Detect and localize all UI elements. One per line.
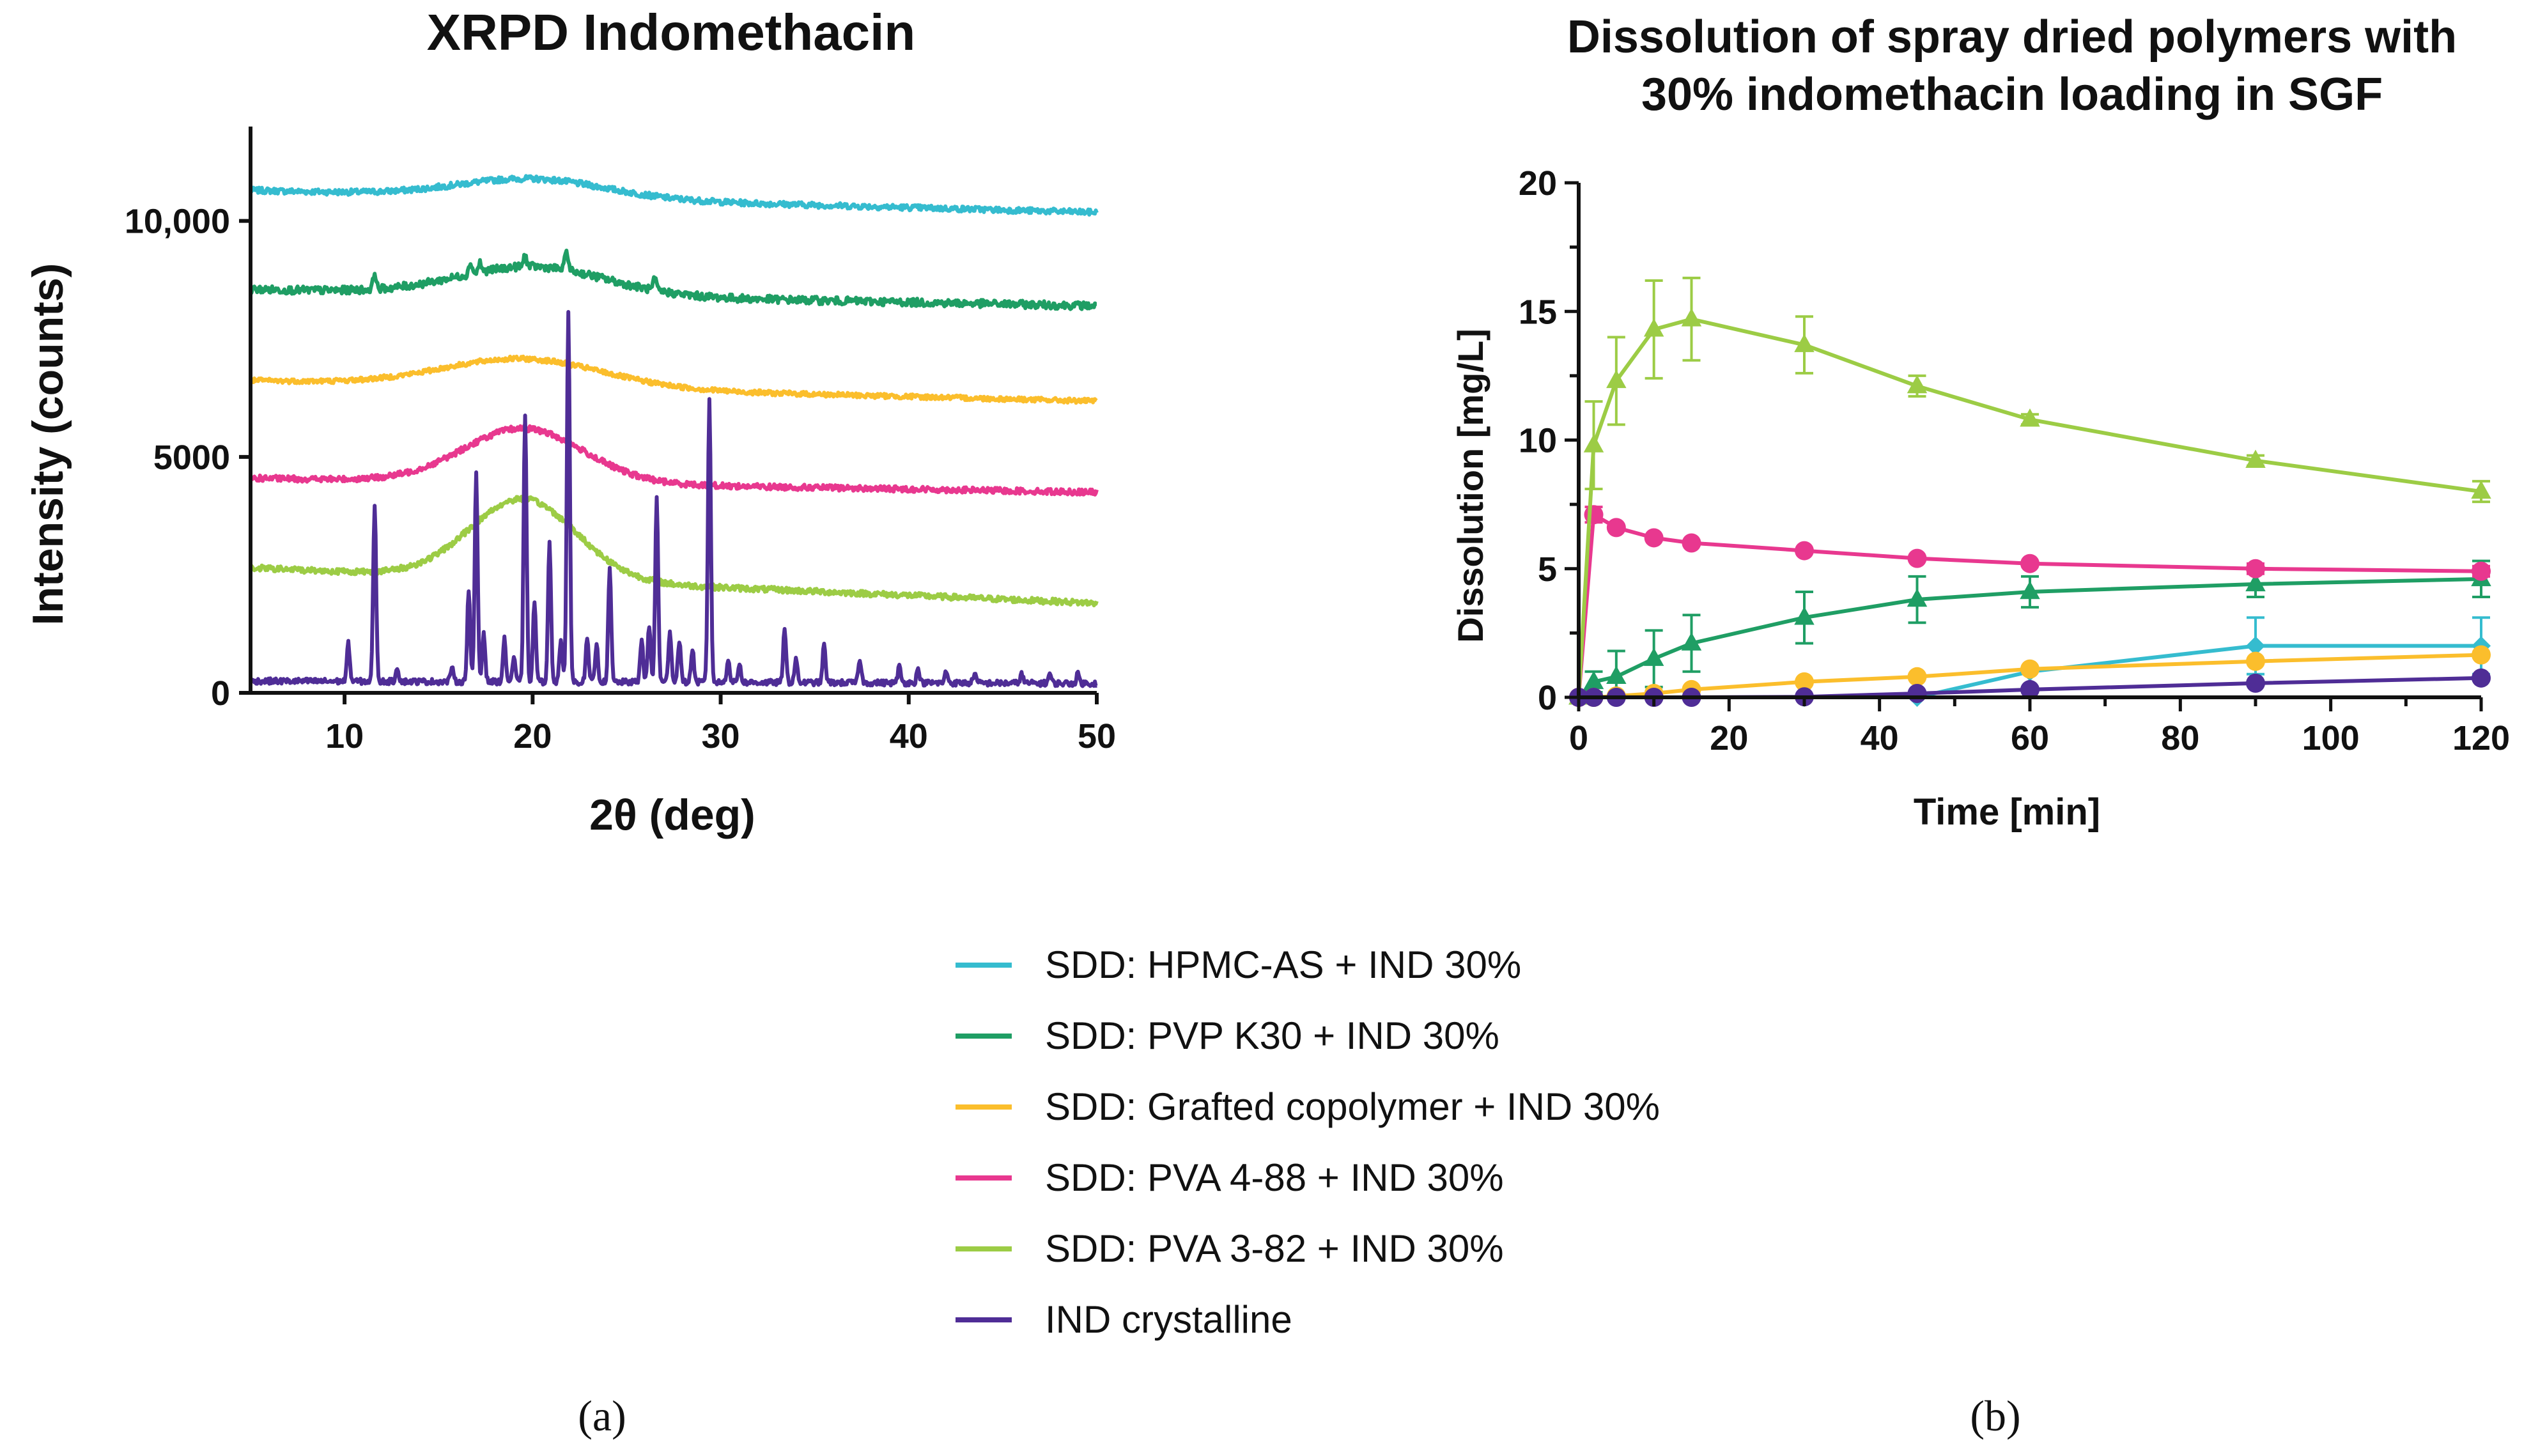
dissolution-x-tick-label: 20: [1710, 719, 1748, 757]
data-point: [1907, 667, 1927, 686]
xrpd-y-axis-label: Intensity (counts): [24, 263, 72, 626]
data-point: [1606, 665, 1627, 685]
dissolution-chart-title-line-1: Dissolution of spray dried polymers with: [1567, 12, 2457, 63]
xrpd-trace-2: [249, 354, 1098, 405]
xrpd-x-tick-label: 20: [513, 717, 552, 755]
xrpd-x-axis-label: 2θ (deg): [589, 791, 755, 839]
legend: SDD: HPMC-AS + IND 30% SDD: PVP K30 + IND…: [956, 943, 1660, 1341]
xrpd-y-tick-label: 10,000: [125, 203, 230, 241]
data-point: [2246, 651, 2265, 671]
data-point: [2246, 673, 2265, 693]
data-point: [1794, 334, 1815, 352]
xrpd-trace-1: [249, 249, 1098, 311]
xrpd-chart: XRPD Indomethacin Intensity (counts) 2θ …: [24, 4, 1116, 1440]
xrpd-trace-0: [249, 174, 1099, 217]
data-point: [2472, 645, 2491, 665]
xrpd-trace-3: [249, 424, 1099, 497]
data-point: [1643, 318, 1664, 337]
data-point: [2246, 636, 2265, 656]
data-point: [1681, 308, 1702, 327]
dissolution-y-tick-label: 15: [1519, 293, 1557, 331]
legend-item: SDD: HPMC-AS + IND 30%: [956, 943, 1521, 986]
dissolution-x-tick-label: 80: [2161, 719, 2199, 757]
dissolution-x-axis-label: Time [min]: [1914, 791, 2100, 833]
legend-item: SDD: PVP K30 + IND 30%: [956, 1014, 1499, 1057]
xrpd-y-tick-label: 0: [211, 674, 230, 713]
data-point: [1907, 683, 1927, 703]
legend-item: SDD: Grafted copolymer + IND 30%: [956, 1085, 1660, 1128]
data-point: [2245, 573, 2266, 592]
xrpd-x-tick-label: 10: [325, 717, 364, 755]
series-line: [1577, 513, 2482, 698]
dissolution-chart: Dissolution of spray dried polymers with…: [1450, 12, 2510, 1440]
data-point: [1583, 434, 1604, 453]
data-point: [1795, 672, 1814, 692]
legend-label: SDD: Grafted copolymer + IND 30%: [1045, 1085, 1660, 1128]
data-point: [1606, 518, 1626, 538]
data-point: [1795, 541, 1814, 561]
dissolution-y-tick-label: 5: [1538, 550, 1557, 589]
data-point: [2245, 449, 2266, 468]
data-point: [1681, 632, 1702, 651]
data-point: [1584, 505, 1604, 525]
data-point: [1907, 588, 1928, 607]
data-point: [2020, 580, 2040, 600]
legend-item: SDD: PVA 4-88 + IND 30%: [956, 1156, 1504, 1199]
dissolution-x-tick-label: 40: [1861, 719, 1899, 757]
xrpd-trace-4: [249, 495, 1099, 608]
data-point: [2020, 554, 2040, 573]
legend-label: IND crystalline: [1045, 1298, 1292, 1341]
data-point: [1794, 606, 1815, 625]
xrpd-x-tick-label: 50: [1078, 717, 1116, 755]
xrpd-x-tick-label: 40: [890, 717, 928, 755]
dissolution-x-tick-label: 0: [1569, 719, 1588, 757]
data-point: [2472, 668, 2491, 688]
data-point: [2020, 659, 2040, 679]
legend-item: SDD: PVA 3-82 + IND 30%: [956, 1227, 1504, 1270]
legend-label: SDD: PVA 3-82 + IND 30%: [1045, 1227, 1504, 1270]
legend-label: SDD: PVA 4-88 + IND 30%: [1045, 1156, 1504, 1199]
data-point: [2246, 559, 2265, 578]
series-line: [1577, 317, 2482, 698]
dissolution-series-4: [1568, 276, 2491, 705]
xrpd-y-tick-label: 5000: [153, 438, 230, 477]
series-line: [1577, 577, 2482, 699]
panel-label-b: (b): [1970, 1391, 2020, 1440]
data-point: [2472, 561, 2491, 581]
dissolution-x-tick-label: 120: [2452, 719, 2510, 757]
dissolution-x-tick-label: 100: [2302, 719, 2360, 757]
dissolution-x-tick-label: 60: [2011, 719, 2049, 757]
legend-label: SDD: PVP K30 + IND 30%: [1045, 1014, 1499, 1057]
dissolution-y-tick-label: 10: [1519, 422, 1557, 460]
panel-label-a: (a): [578, 1391, 626, 1440]
data-point: [1643, 647, 1664, 666]
xrpd-x-tick-label: 30: [702, 717, 740, 755]
data-point: [1907, 375, 1928, 394]
data-point: [1907, 548, 1927, 568]
dissolution-y-tick-label: 0: [1538, 679, 1557, 717]
xrpd-chart-title: XRPD Indomethacin: [427, 4, 916, 61]
data-point: [1583, 670, 1604, 690]
dissolution-chart-title-line-2: 30% indomethacin loading in SGF: [1641, 69, 2383, 120]
data-point: [1644, 528, 1664, 548]
legend-item: IND crystalline: [956, 1298, 1292, 1341]
xrpd-trace-5: [249, 310, 1098, 688]
data-point: [1606, 369, 1627, 389]
data-point: [2471, 480, 2491, 499]
dissolution-y-tick-label: 20: [1519, 164, 1557, 203]
data-point: [1682, 533, 1701, 553]
data-point: [2020, 408, 2040, 427]
legend-label: SDD: HPMC-AS + IND 30%: [1045, 943, 1521, 986]
data-point: [2020, 679, 2040, 699]
dissolution-y-axis-label: Dissolution [mg/L]: [1450, 329, 1490, 643]
